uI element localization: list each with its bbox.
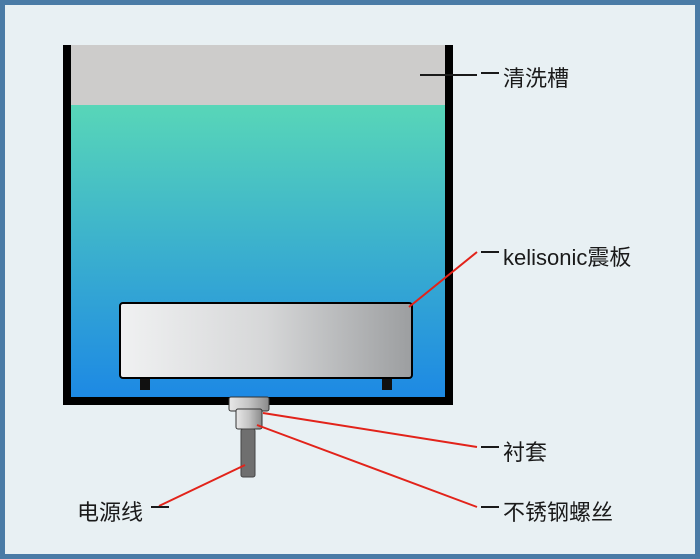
label-tank: 清洗槽 bbox=[503, 61, 569, 93]
power-cable bbox=[241, 429, 255, 477]
diagram-frame: 清洗槽 kelisonic震板衬套不锈钢螺丝 电源线 bbox=[0, 0, 700, 559]
bushing-leader bbox=[263, 413, 477, 447]
label-bushing: 衬套 bbox=[503, 435, 547, 467]
tank-wall-left bbox=[63, 45, 71, 405]
cable-leader bbox=[159, 465, 245, 506]
diagram-svg bbox=[5, 5, 695, 554]
label-cable: 电源线 bbox=[77, 495, 143, 527]
transducer-plate bbox=[120, 303, 412, 378]
screw-leader bbox=[257, 425, 477, 507]
label-screw: 不锈钢螺丝 bbox=[503, 495, 613, 527]
plate-foot-right bbox=[382, 378, 392, 390]
plate-foot-left bbox=[140, 378, 150, 390]
tank-wall-right bbox=[445, 45, 453, 405]
tank-airgap bbox=[71, 45, 445, 105]
label-plate: kelisonic震板 bbox=[503, 240, 631, 272]
